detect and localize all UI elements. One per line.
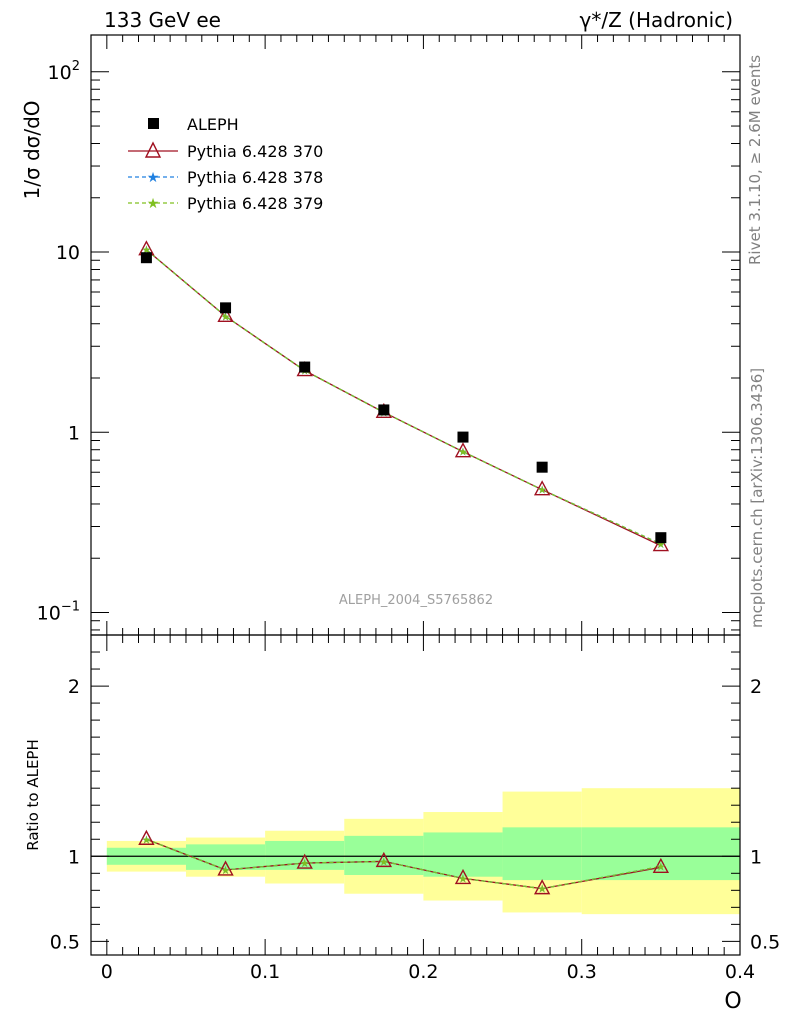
x-tick-label: 0.3 [567, 961, 597, 983]
ratio-band-inner [581, 827, 740, 881]
ratio-marker-pythia-378: ★ [537, 883, 547, 896]
main-marker-pythia-379: ★ [221, 310, 231, 323]
main-marker-pythia-370 [533, 480, 551, 496]
header-right-label: γ*/Z (Hadronic) [580, 8, 733, 32]
ratio-marker-pythia-379: ★ [458, 872, 468, 885]
x-axis-label: O [724, 989, 741, 1014]
main-line-pythia-370 [145, 249, 662, 547]
legend-label-pythia-370: Pythia 6.428 370 [187, 142, 323, 161]
ratio-y-tick-label-right: 1 [750, 846, 762, 868]
ratio-marker-pythia-370 [296, 853, 313, 869]
legend-label-aleph: ALEPH [187, 115, 239, 134]
legend-marker-aleph [148, 118, 159, 129]
ratio-marker-pythia-370 [217, 860, 234, 876]
ratio-marker-pythia-379: ★ [537, 883, 547, 896]
ratio-marker-pythia-379: ★ [221, 864, 231, 877]
main-marker-pythia-370 [652, 536, 670, 552]
ratio-y-tick-label-right: 0.5 [750, 931, 780, 953]
main-marker-aleph [378, 404, 390, 416]
main-y-axis-label: 1/σ dσ/dO [20, 100, 44, 199]
main-marker-aleph [536, 461, 548, 473]
x-tick-label: 0 [101, 961, 113, 983]
main-marker-aleph [299, 361, 311, 373]
main-marker-aleph [140, 252, 152, 264]
ratio-y-tick-label: 1 [68, 846, 80, 868]
analysis-watermark: ALEPH_2004_S5765862 [339, 593, 493, 608]
main-marker-pythia-378: ★ [221, 310, 231, 323]
ratio-band-inner [344, 835, 424, 875]
x-tick-label: 0.2 [408, 961, 438, 983]
rivet-version-label: Rivet 3.1.10, ≥ 2.6M events [746, 55, 764, 265]
ratio-panel-frame [90, 634, 741, 956]
ratio-marker-pythia-378: ★ [656, 860, 666, 873]
ratio-band-inner [502, 827, 582, 881]
ratio-y-axis-label: Ratio to ALEPH [24, 739, 42, 851]
legend-marker-pythia-370 [144, 141, 162, 158]
main-marker-pythia-379: ★ [458, 446, 468, 459]
ratio-marker-pythia-370 [375, 851, 393, 868]
mcplots-label: mcplots.cern.ch [arXiv:1306.3436] [748, 368, 766, 628]
main-marker-aleph [220, 302, 232, 314]
main-marker-pythia-378: ★ [458, 446, 468, 459]
legend-marker-pythia-379: ★ [147, 196, 160, 212]
main-marker-pythia-378: ★ [537, 484, 547, 497]
ratio-y-tick-label: 0.5 [50, 931, 80, 953]
ratio-panel: ★★★ ★★★★★★★ ★★★★ 2 21 10.5 0.5 0 0.1 0.2 0.3 0.4 … [24, 634, 780, 1014]
main-y-tick-label: 1 [68, 422, 80, 444]
main-y-tick-label: 10 [56, 242, 80, 264]
ratio-marker-pythia-370 [652, 857, 670, 874]
x-tick-label: 0.1 [250, 961, 280, 983]
ratio-y-tick-label-right: 2 [750, 676, 762, 698]
x-tick-label: 0.4 [725, 961, 755, 983]
ratio-marker-pythia-378: ★ [141, 833, 151, 846]
ratio-marker-pythia-378: ★ [379, 855, 389, 868]
main-line-pythia-379 [145, 249, 662, 545]
legend-label-pythia-378: Pythia 6.428 378 [187, 168, 323, 187]
ratio-band-inner [185, 844, 266, 870]
ratio-marker-pythia-378: ★ [221, 864, 231, 877]
ratio-marker-pythia-370 [533, 879, 551, 895]
legend-marker-pythia-378: ★ [147, 170, 160, 186]
main-marker-pythia-378: ★ [141, 244, 151, 257]
ratio-y-tick-label: 2 [68, 676, 80, 698]
main-marker-pythia-378: ★ [656, 538, 666, 551]
main-marker-pythia-370 [454, 442, 472, 458]
ratio-line-pythia-379 [146, 838, 661, 890]
main-line-pythia-378 [145, 249, 662, 545]
ratio-marker-pythia-379: ★ [141, 833, 151, 846]
ratio-marker-pythia-379: ★ [656, 860, 666, 873]
main-marker-pythia-379: ★ [537, 484, 547, 497]
legend: ALEPH Pythia 6.428 370 ★ Pythia 6.428 37… [128, 115, 323, 213]
ratio-marker-pythia-379: ★ [379, 855, 389, 868]
main-marker-pythia-379: ★ [656, 538, 666, 551]
ratio-marker-pythia-379: ★ [300, 857, 310, 870]
main-marker-pythia-370 [217, 306, 234, 322]
ratio-marker-pythia-370 [138, 829, 155, 845]
legend-label-pythia-379: Pythia 6.428 379 [187, 194, 323, 213]
main-y-tick-label: 102 [48, 59, 80, 84]
main-marker-aleph [457, 431, 469, 443]
header-left-label: 133 GeV ee [104, 8, 221, 32]
main-marker-aleph [655, 532, 667, 544]
main-marker-pythia-379: ★ [141, 244, 151, 257]
ratio-marker-pythia-378: ★ [300, 857, 310, 870]
ratio-marker-pythia-370 [454, 868, 472, 885]
ratio-marker-pythia-378: ★ [458, 872, 468, 885]
main-y-tick-label: 10−1 [37, 599, 80, 624]
